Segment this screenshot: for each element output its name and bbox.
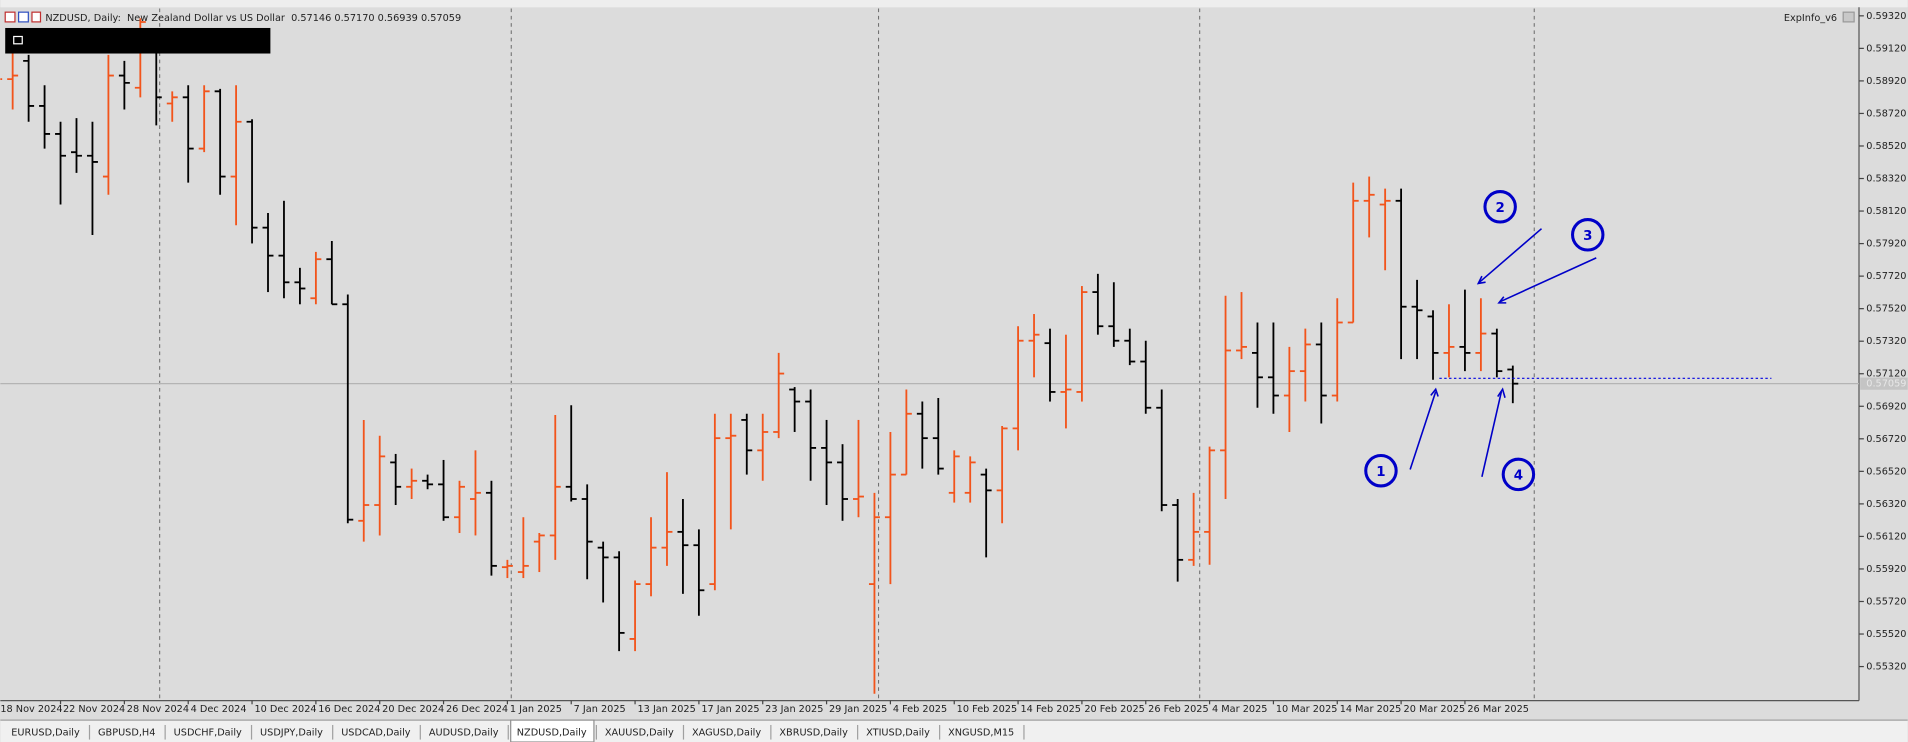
x-tick-label: 4 Mar 2025 (1212, 704, 1267, 715)
x-tick-label: 17 Jan 2025 (701, 704, 759, 715)
x-tick-label: 7 Jan 2025 (574, 704, 626, 715)
x-tick-label: 14 Mar 2025 (1340, 704, 1402, 715)
y-tick-label: 0.58920 (1866, 76, 1906, 87)
y-tick-label: 0.56920 (1866, 401, 1906, 412)
current-price-label: 0.57059 (1866, 379, 1906, 390)
menu-icon[interactable] (17, 11, 29, 23)
tabs: EURUSD,Daily GBPUSD,H4 USDCHF,Daily USDJPY,… (11, 719, 1025, 742)
tab-active-bg (510, 719, 595, 742)
x-tick-label: 29 Jan 2025 (829, 704, 887, 715)
annotation-label: 2 (1496, 201, 1505, 216)
annotation-circle (1501, 457, 1536, 492)
annotation-label: 3 (1583, 229, 1592, 244)
y-tick-label: 0.57920 (1866, 239, 1906, 250)
menu-icon[interactable] (31, 11, 42, 23)
y-tick-label: 0.59120 (1866, 43, 1906, 54)
annotation-label: 4 (1514, 469, 1523, 484)
y-tick-label: 0.58720 (1866, 108, 1906, 119)
annotations: 1 2 3 4 (1364, 190, 1605, 492)
y-tick-label: 0.55520 (1866, 629, 1906, 640)
y-tick-label: 0.56120 (1866, 531, 1906, 542)
y-tick-label: 0.56720 (1866, 434, 1906, 445)
arrow-head (1497, 387, 1506, 398)
x-tick-label: 28 Nov 2024 (127, 704, 189, 715)
tab[interactable]: USDCAD,Daily (341, 727, 411, 738)
y-tick-label: 0.58520 (1866, 141, 1906, 152)
y-tick-label: 0.58320 (1866, 174, 1906, 185)
x-tick-label: 26 Dec 2024 (446, 704, 508, 715)
tab[interactable]: XNGUSD,M15 (948, 727, 1014, 738)
x-tick-label: 26 Mar 2025 (1467, 704, 1529, 715)
tab[interactable]: USDJPY,Daily (260, 727, 323, 738)
tab[interactable]: XAUUSD,Daily (605, 727, 674, 738)
arrow (1481, 391, 1503, 478)
x-tick-label: 4 Dec 2024 (191, 704, 247, 715)
x-tick-label: 23 Jan 2025 (765, 704, 823, 715)
tab-bar (0, 720, 1908, 742)
indicator-label: ExpInfo_v6 (1784, 13, 1837, 24)
annotation-circle (1364, 454, 1398, 488)
tab[interactable]: XTIUSD,Daily (866, 727, 930, 738)
y-tick-label: 0.58120 (1866, 206, 1906, 217)
period-separators (159, 8, 1535, 700)
y-tick-label: 0.57120 (1866, 369, 1906, 380)
arrow (1478, 228, 1543, 283)
tab[interactable]: GBPUSD,H4 (98, 727, 155, 738)
price-label-box (1860, 377, 1908, 390)
indicator-icon[interactable] (1842, 11, 1855, 23)
tab[interactable]: EURUSD,Daily (11, 727, 80, 738)
y-tick-label: 0.55320 (1866, 662, 1906, 673)
x-tick-label: 13 Jan 2025 (637, 704, 695, 715)
one-click-panel[interactable] (5, 27, 271, 54)
header: NZDUSD, Daily: New Zealand Dollar vs US … (4, 11, 1855, 54)
x-tick-label: 10 Feb 2025 (957, 704, 1018, 715)
y-tick-label: 0.56520 (1866, 466, 1906, 477)
x-tick-label: 10 Mar 2025 (1276, 704, 1338, 715)
x-tick-label: 20 Mar 2025 (1404, 704, 1466, 715)
x-tick-label: 1 Jan 2025 (510, 704, 562, 715)
annotation-circle (1483, 190, 1517, 224)
x-tick-label: 14 Feb 2025 (1021, 704, 1081, 715)
x-tick-label: 16 Dec 2024 (318, 704, 380, 715)
y-tick-label: 0.57720 (1866, 271, 1906, 282)
x-tick-label: 10 Dec 2024 (254, 704, 316, 715)
y-tick-label: 0.59320 (1866, 11, 1906, 22)
x-tick-label: 18 Nov 2024 (0, 704, 62, 715)
x-tick-label: 26 Feb 2025 (1148, 704, 1209, 715)
tab[interactable]: AUDUSD,Daily (429, 727, 499, 738)
x-tick-label: 20 Feb 2025 (1084, 704, 1145, 715)
arrow (1409, 391, 1437, 470)
y-tick-label: 0.55920 (1866, 564, 1906, 575)
panel-icon[interactable] (13, 35, 23, 45)
x-tick-label: 4 Feb 2025 (893, 704, 947, 715)
x-tick-label: 22 Nov 2024 (63, 704, 125, 715)
bars (0, 18, 1519, 694)
tab[interactable]: XBRUSD,Daily (779, 727, 848, 738)
arrow-head (1430, 387, 1439, 397)
tab[interactable]: XAGUSD,Daily (692, 727, 761, 738)
arrow-head (1476, 275, 1486, 285)
x-tick-label: 20 Dec 2024 (382, 704, 444, 715)
y-tick-label: 0.55720 (1866, 596, 1906, 607)
arrow-head (1497, 296, 1507, 304)
menu-icon[interactable] (4, 11, 16, 23)
y-tick-label: 0.57520 (1866, 304, 1906, 315)
tab[interactable]: USDCHF,Daily (174, 727, 242, 738)
annotation-circle (1571, 218, 1605, 252)
tab-active[interactable]: NZDUSD,Daily (517, 727, 587, 738)
annotation-arrows (1409, 228, 1597, 478)
y-tick-label: 0.57320 (1866, 336, 1906, 347)
annotation-label: 1 (1376, 465, 1385, 480)
arrow (1499, 257, 1597, 303)
chart-header: NZDUSD, Daily: New Zealand Dollar vs US … (45, 13, 461, 24)
toolbar-strip (0, 0, 1908, 8)
y-tick-label: 0.56320 (1866, 499, 1906, 510)
